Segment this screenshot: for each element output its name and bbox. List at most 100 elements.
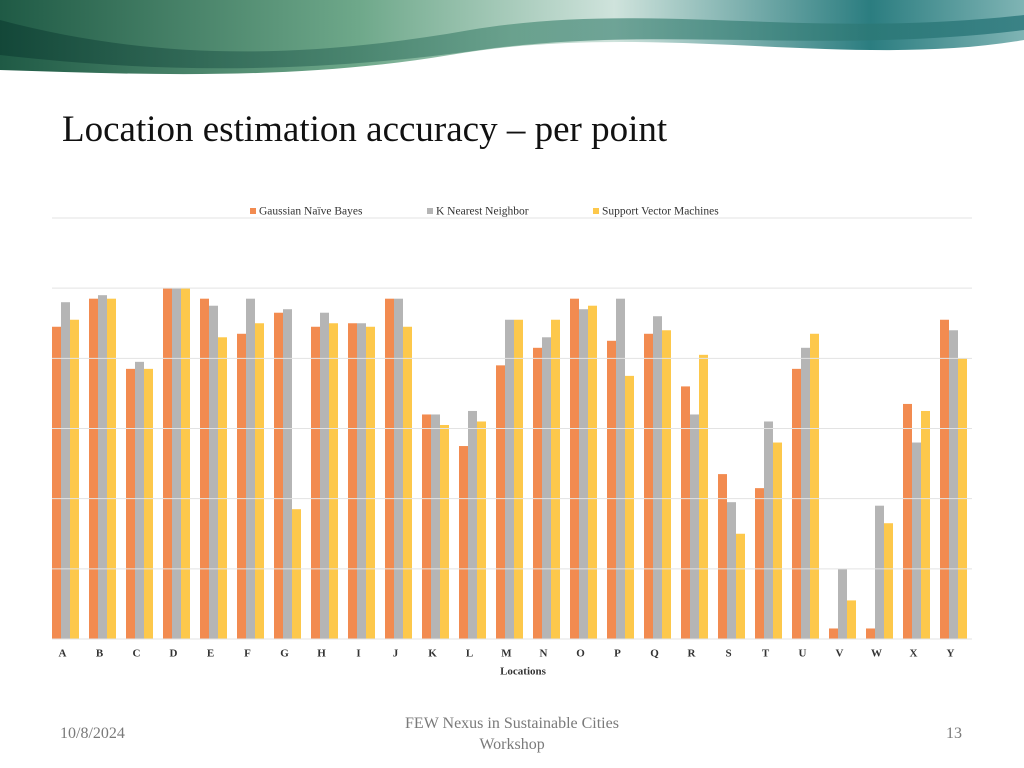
bar — [616, 298, 625, 639]
bar — [218, 337, 227, 639]
bar — [163, 288, 172, 639]
bar — [551, 319, 560, 639]
bar — [431, 414, 440, 639]
bar — [348, 323, 357, 639]
bar — [810, 333, 819, 639]
x-tick-label: H — [317, 648, 326, 660]
x-axis-title: Locations — [500, 666, 547, 678]
bar — [496, 365, 505, 639]
bar — [403, 326, 412, 639]
bar — [172, 288, 181, 639]
bar — [718, 474, 727, 639]
bar — [52, 326, 61, 639]
legend-swatch — [250, 208, 256, 214]
bar — [459, 446, 468, 639]
footer-page: 13 — [946, 725, 962, 742]
bar — [921, 410, 930, 639]
legend-label: Support Vector Machines — [602, 206, 719, 218]
bar — [792, 368, 801, 639]
bar — [468, 410, 477, 639]
bar — [662, 330, 671, 639]
bar — [764, 421, 773, 639]
bar — [440, 424, 449, 639]
bar — [847, 600, 856, 639]
bar — [838, 568, 847, 639]
bar — [320, 312, 329, 639]
bar — [89, 298, 98, 639]
bar — [570, 298, 579, 639]
bar — [70, 319, 79, 639]
bar — [579, 309, 588, 639]
x-tick-label: F — [244, 648, 251, 660]
x-tick-label: G — [280, 648, 289, 660]
bar — [607, 340, 616, 639]
legend-swatch — [427, 208, 433, 214]
bar — [681, 386, 690, 639]
x-tick-label: W — [871, 648, 882, 660]
bar — [588, 305, 597, 639]
x-tick-label: J — [393, 648, 399, 660]
bar — [366, 326, 375, 639]
x-tick-label: N — [540, 648, 548, 660]
bar — [283, 309, 292, 639]
x-tick-label: Q — [650, 648, 659, 660]
x-tick-label: O — [576, 648, 585, 660]
chart: Locations Gaussian Naïve Bayes K Nearest … — [52, 206, 972, 678]
x-tick-label: K — [428, 648, 437, 660]
x-tick-label: B — [96, 648, 104, 660]
bar — [773, 442, 782, 639]
bar — [144, 368, 153, 639]
bar — [533, 347, 542, 639]
bar — [644, 333, 653, 639]
x-tick-label: M — [501, 648, 512, 660]
bar — [135, 361, 144, 639]
legend-swatch — [593, 208, 599, 214]
x-tick-label: C — [133, 648, 141, 660]
bar — [755, 488, 764, 639]
bar — [292, 509, 301, 639]
x-tick-label: I — [356, 648, 360, 660]
bar — [126, 368, 135, 639]
bar — [690, 414, 699, 639]
bar — [940, 319, 949, 639]
bar — [329, 323, 338, 639]
bar — [98, 295, 107, 639]
x-tick-label: X — [910, 648, 918, 660]
x-tick-label: E — [207, 648, 214, 660]
header-banner — [0, 0, 1024, 75]
x-tick-label: T — [762, 648, 770, 660]
bar — [237, 333, 246, 639]
bar — [181, 288, 190, 639]
legend-label: K Nearest Neighbor — [436, 206, 529, 218]
x-tick-label: L — [466, 648, 473, 660]
bar — [200, 298, 209, 639]
bar — [912, 442, 921, 639]
bar — [653, 316, 662, 639]
legend-label: Gaussian Naïve Bayes — [259, 206, 363, 218]
bar — [274, 312, 283, 639]
bar — [477, 421, 486, 639]
bar — [357, 323, 366, 639]
x-tick-label: S — [725, 648, 731, 660]
x-tick-label: U — [799, 648, 807, 660]
bar — [394, 298, 403, 639]
bar — [699, 354, 708, 639]
x-tick-label: R — [688, 648, 697, 660]
bar — [875, 505, 884, 639]
bar — [514, 319, 523, 639]
footer-date: 10/8/2024 — [60, 725, 125, 742]
bar — [422, 414, 431, 639]
x-tick-label: Y — [947, 648, 955, 660]
bar — [949, 330, 958, 639]
bar — [107, 298, 116, 639]
bar — [829, 628, 838, 639]
x-tick-label: V — [836, 648, 844, 660]
x-tick-label: A — [59, 648, 67, 660]
bar — [255, 323, 264, 639]
bar — [542, 337, 551, 639]
bar — [209, 305, 218, 639]
bar — [903, 403, 912, 639]
slide-title: Location estimation accuracy – per point — [62, 109, 668, 150]
bar — [311, 326, 320, 639]
